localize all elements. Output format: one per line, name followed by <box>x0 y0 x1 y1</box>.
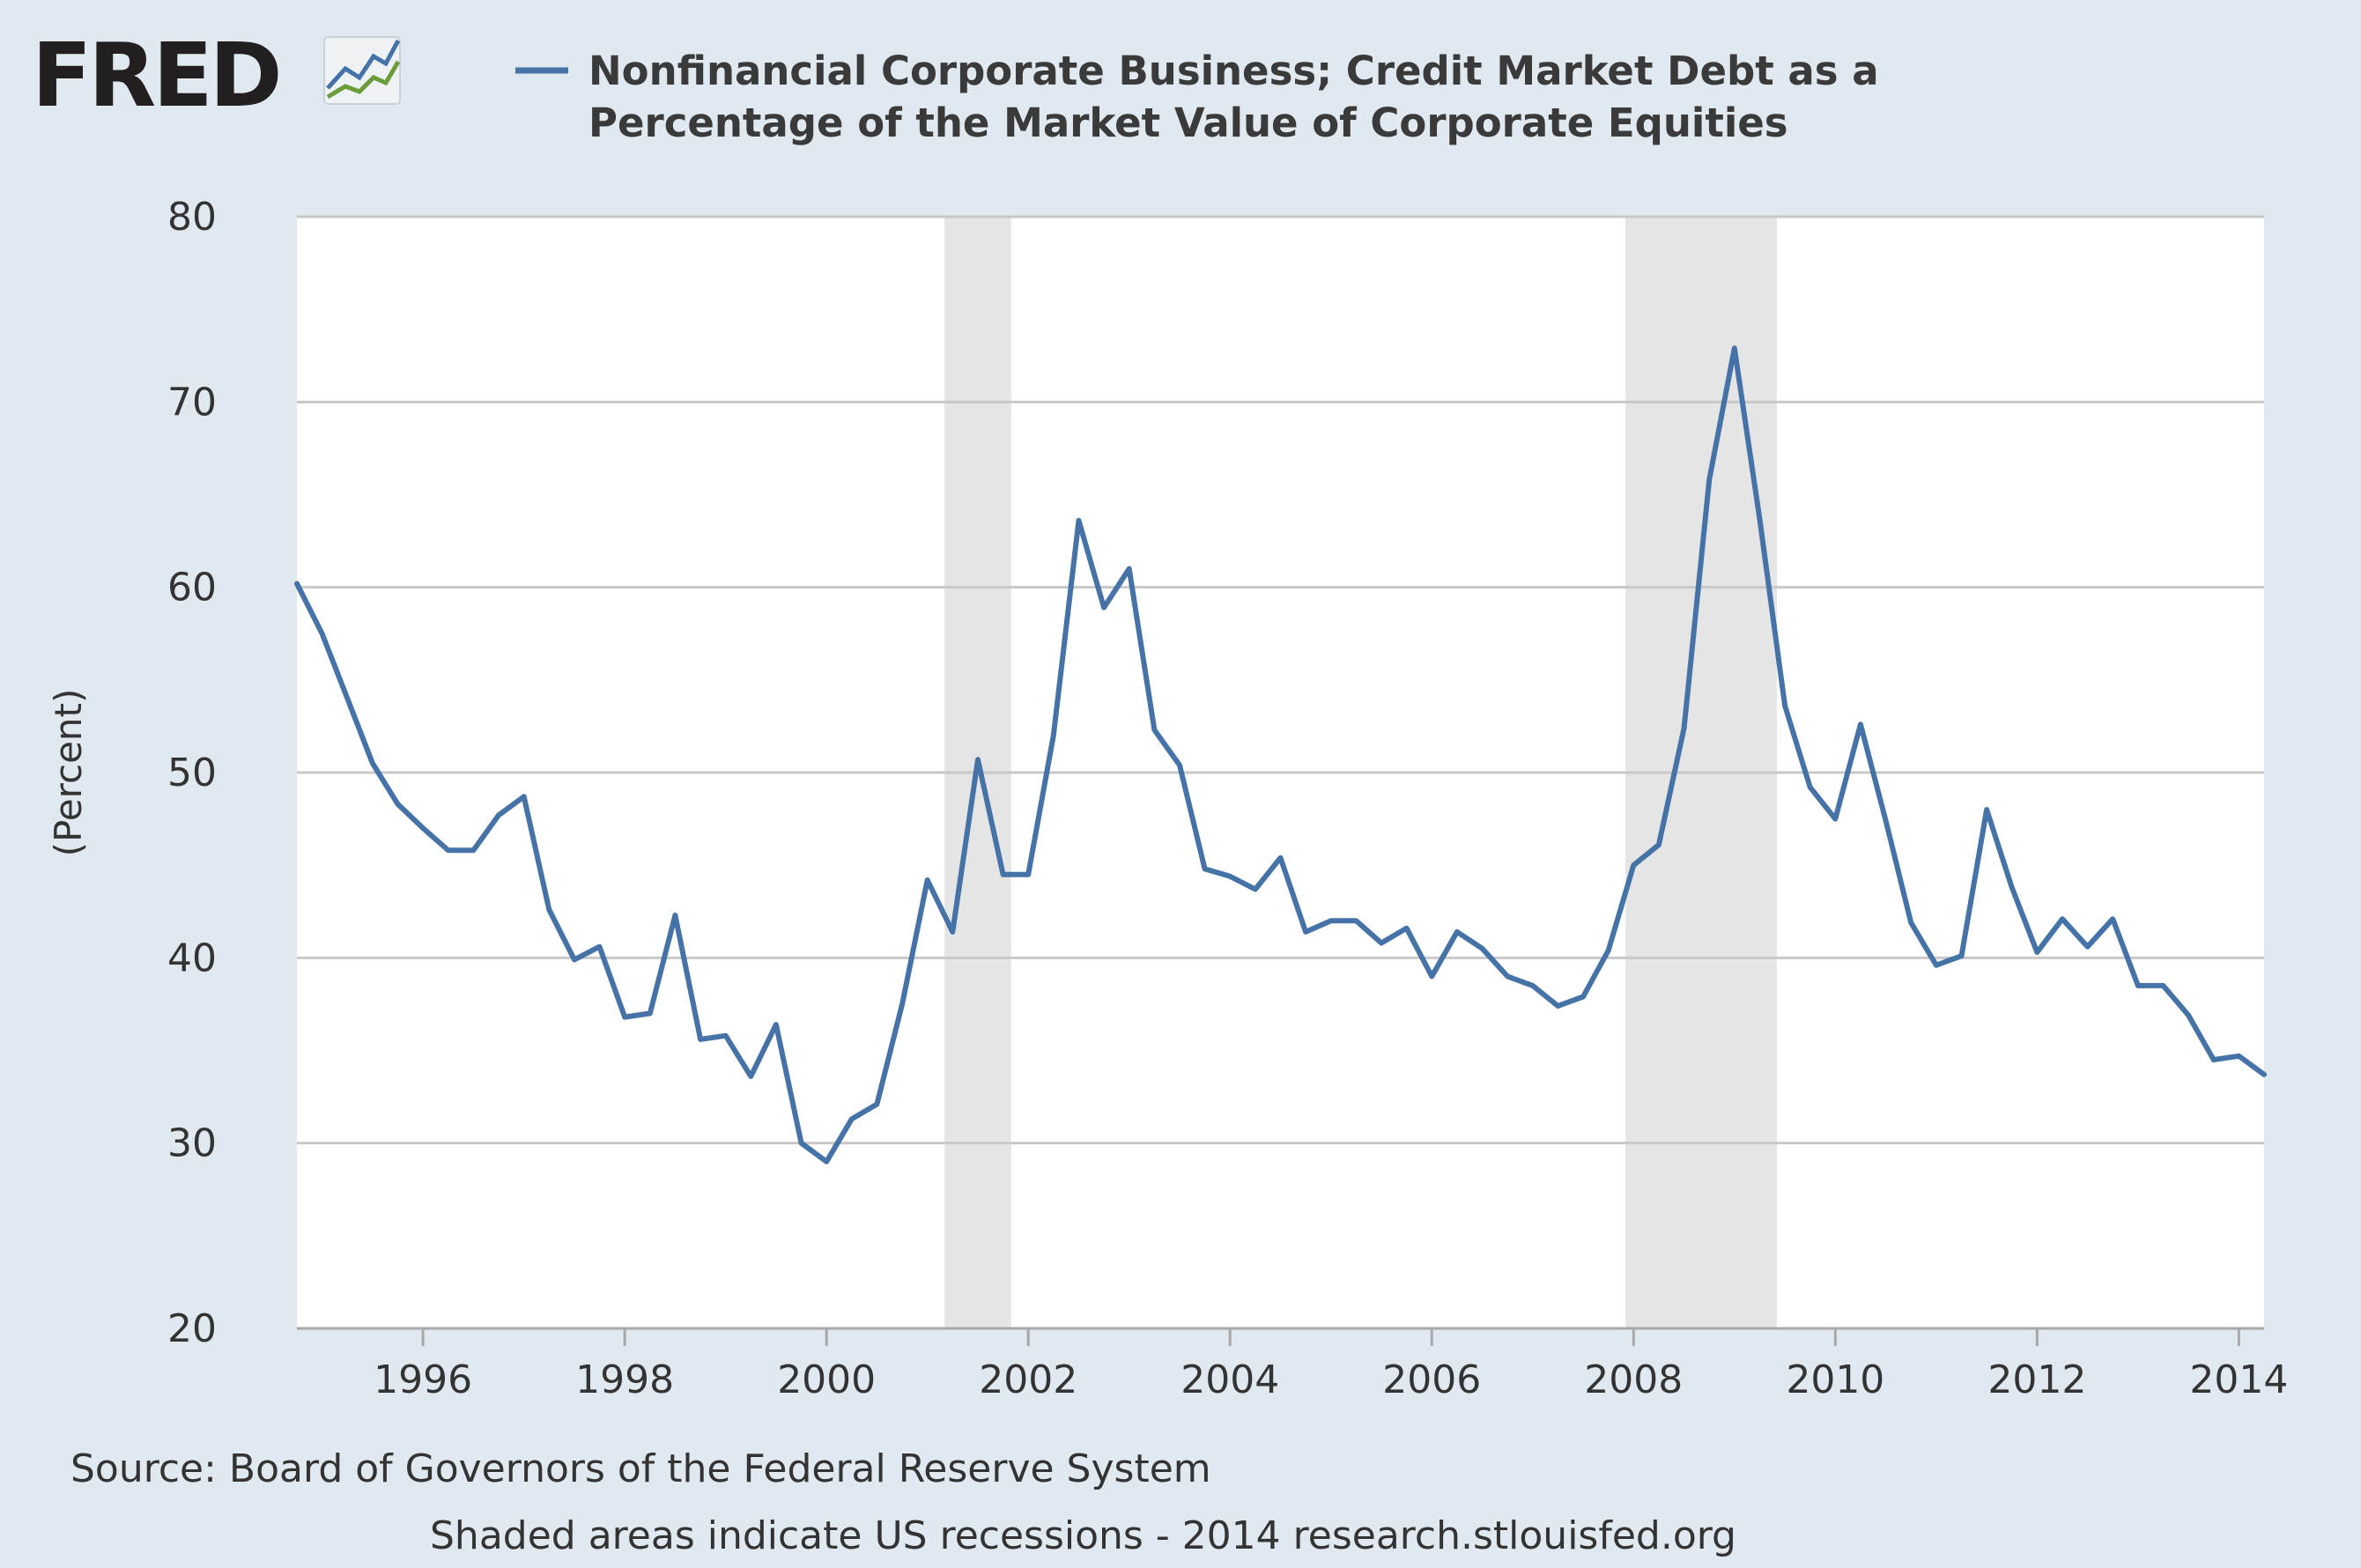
y-tick-label: 70 <box>167 380 217 425</box>
chart-title-line-1: Nonfinancial Corporate Business; Credit … <box>588 48 1879 94</box>
source-note: Source: Board of Governors of the Federa… <box>70 1446 1211 1491</box>
x-tick-label: 2004 <box>1180 1357 1279 1402</box>
fred-logo: FRED <box>32 24 401 127</box>
y-tick-label: 30 <box>167 1121 217 1166</box>
x-tick-label: 2008 <box>1584 1357 1683 1402</box>
x-tick-label: 2000 <box>777 1357 876 1402</box>
y-axis-label: (Percent) <box>47 689 90 857</box>
series-line <box>294 345 2267 1165</box>
trend-lines-icon <box>323 36 401 105</box>
x-tick-label: 2002 <box>979 1357 1077 1402</box>
x-tick-label: 2014 <box>2189 1357 2288 1402</box>
x-tick-label: 2010 <box>1786 1357 1884 1402</box>
fred-logo-text: FRED <box>32 24 279 127</box>
grid-lines <box>297 215 2264 1145</box>
x-tick-label: 2006 <box>1382 1357 1481 1402</box>
x-tick-label: 1996 <box>374 1357 472 1402</box>
chart-title-line-2: Percentage of the Market Value of Corpor… <box>588 100 1788 146</box>
x-tick-label: 1998 <box>575 1357 674 1402</box>
y-tick-label: 50 <box>167 751 217 795</box>
y-tick-label: 40 <box>167 936 217 980</box>
y-tick-label: 60 <box>167 566 217 610</box>
y-tick-label: 80 <box>167 195 217 240</box>
y-tick-label: 20 <box>167 1306 217 1351</box>
series-layer <box>294 345 2267 1165</box>
chart-legend: Nonfinancial Corporate Business; Credit … <box>515 48 1879 146</box>
recession-note: Shaded areas indicate US recessions - 20… <box>430 1513 1736 1558</box>
x-tick-label: 2012 <box>1987 1357 2086 1402</box>
x-axis: 1996 1998 2000 2002 2004 2006 2008 2010 2012 2014 <box>297 1327 2288 1402</box>
y-axis: 20 30 40 50 60 70 80 <box>167 195 217 1351</box>
